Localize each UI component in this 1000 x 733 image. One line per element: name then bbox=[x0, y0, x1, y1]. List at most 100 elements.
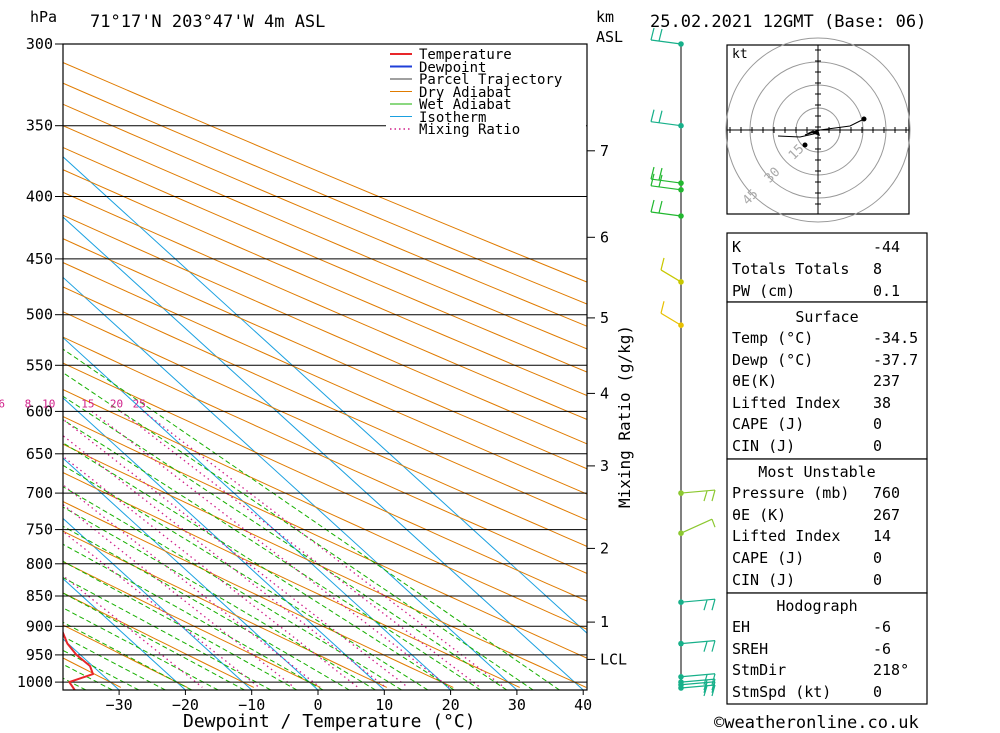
mu-cin-value: 0 bbox=[873, 571, 882, 589]
mu-cin-label: CIN (J) bbox=[732, 571, 795, 589]
pressure-tick-label: 950 bbox=[26, 646, 53, 664]
dry-adiabat-line bbox=[63, 262, 587, 495]
wind-barbs bbox=[650, 27, 716, 697]
dry-adiabat-line bbox=[63, 416, 587, 659]
pw-label: PW (cm) bbox=[732, 282, 795, 300]
isotherm-line bbox=[63, 216, 584, 690]
wind-barb bbox=[650, 173, 682, 191]
temperature-tick-label: 20 bbox=[442, 696, 460, 714]
hodograph-table-title: Hodograph bbox=[776, 597, 857, 615]
hodograph-unit: kt bbox=[732, 47, 748, 62]
surface-cin-label: CIN (J) bbox=[732, 437, 795, 455]
hodograph-storm-marker bbox=[812, 129, 820, 136]
pressure-tick-label: 350 bbox=[26, 117, 53, 135]
dry-adiabat-line bbox=[63, 61, 587, 283]
hodograph-endpoint bbox=[861, 116, 867, 122]
temperature-tick-label: 0 bbox=[313, 696, 322, 714]
dry-adiabat-line bbox=[63, 103, 587, 327]
legend: Temperature Dewpoint Parcel Trajectory D… bbox=[386, 46, 586, 138]
dry-adiabat-line bbox=[63, 146, 587, 373]
mixing-ratio-line bbox=[63, 503, 295, 688]
dry-adiabat-line bbox=[63, 169, 587, 397]
isotherm-line bbox=[63, 578, 186, 690]
mu-cape-value: 0 bbox=[873, 549, 882, 567]
stmdir-label: StmDir bbox=[732, 661, 786, 679]
datetime-title: 25.02.2021 12GMT (Base: 06) bbox=[650, 12, 926, 32]
dry-adiabat-line bbox=[63, 530, 388, 688]
mixing-ratio-label: 15 bbox=[81, 397, 94, 410]
dry-adiabat-line bbox=[63, 362, 587, 602]
mixing-ratio-label: 10 bbox=[42, 397, 55, 410]
height-tick-label: 4 bbox=[600, 384, 609, 402]
height-tick-label: 3 bbox=[600, 457, 609, 475]
surface-li-value: 38 bbox=[873, 394, 891, 412]
wet-adiabat-lines bbox=[63, 348, 560, 690]
wet-adiabat-line bbox=[63, 506, 376, 690]
stmdir-value: 218° bbox=[873, 661, 909, 679]
legend-wet-adiabat: Wet Adiabat bbox=[419, 97, 512, 113]
legend-temperature: Temperature bbox=[419, 47, 512, 63]
hodograph-point bbox=[802, 142, 808, 148]
height-tick-label: 5 bbox=[600, 309, 609, 327]
temperature-tick-label: 10 bbox=[375, 696, 393, 714]
isotherm-line bbox=[63, 638, 120, 690]
k-index-label: K bbox=[732, 238, 741, 256]
surface-cape-label: CAPE (J) bbox=[732, 415, 804, 433]
wet-adiabat-line bbox=[63, 395, 508, 690]
wet-adiabat-line bbox=[63, 372, 534, 690]
sreh-label: SREH bbox=[732, 640, 768, 658]
temperature-profile bbox=[63, 630, 94, 690]
dry-adiabat-line bbox=[63, 286, 587, 521]
pressure-tick-label: 900 bbox=[26, 617, 53, 635]
wet-adiabat-line bbox=[63, 649, 140, 690]
surface-theta-label: θE(K) bbox=[732, 372, 777, 390]
mixing-ratio-label: 8 bbox=[25, 397, 32, 410]
mixing-ratio-line bbox=[142, 410, 505, 688]
km-label: km bbox=[596, 8, 614, 26]
mixing-ratio-line bbox=[63, 574, 203, 688]
height-tick-label: 2 bbox=[600, 539, 609, 557]
wind-barb bbox=[650, 27, 682, 45]
pw-value: 0.1 bbox=[873, 282, 900, 300]
pressure-tick-label: 500 bbox=[26, 306, 53, 324]
height-axis: 7 6 5 4 3 2 1 LCL bbox=[587, 142, 627, 668]
legend-dry-adiabat: Dry Adiabat bbox=[419, 85, 512, 101]
hodograph-trace bbox=[804, 118, 865, 136]
dry-adiabat-line bbox=[63, 561, 321, 688]
mixing-ratio-line bbox=[63, 484, 321, 688]
dry-adiabat-line bbox=[63, 500, 454, 688]
surface-li-label: Lifted Index bbox=[732, 394, 840, 412]
dry-adiabat-line bbox=[63, 191, 587, 420]
wind-level-dot bbox=[678, 599, 684, 605]
pressure-tick-label: 750 bbox=[26, 521, 53, 539]
pressure-unit-label: hPa bbox=[30, 8, 57, 26]
pressure-tick-label: 300 bbox=[26, 35, 53, 53]
mixing-ratio-label: 20 bbox=[110, 397, 123, 410]
pressure-tick-label: 550 bbox=[26, 356, 53, 374]
mixing-ratio-line bbox=[63, 455, 359, 688]
mixing-ratio-axis-label: Mixing Ratio (g/kg) bbox=[615, 325, 634, 508]
dry-adiabat-line bbox=[63, 388, 587, 630]
height-tick-label: 7 bbox=[600, 142, 609, 160]
pressure-axis: 300 350 400 450 500 550 600 650 700 750 800 850 900 9… bbox=[17, 35, 63, 691]
wind-barb bbox=[660, 301, 682, 326]
mixing-ratio-label: 6 bbox=[0, 397, 5, 410]
dry-adiabat-line bbox=[63, 214, 587, 445]
pressure-tick-label: 700 bbox=[26, 484, 53, 502]
copyright-link[interactable]: ©weatheronline.co.uk bbox=[714, 713, 919, 733]
wet-adiabat-line bbox=[63, 486, 402, 690]
wet-adiabat-line bbox=[63, 525, 350, 690]
stability-table: K -44 Totals Totals 8 PW (cm) 0.1 Surfac… bbox=[726, 232, 928, 705]
legend-mixing-ratio: Mixing Ratio bbox=[419, 122, 520, 138]
isotherm-line bbox=[63, 517, 253, 690]
pressure-tick-label: 1000 bbox=[17, 673, 53, 691]
pressure-tick-label: 800 bbox=[26, 555, 53, 573]
wind-barb bbox=[680, 518, 716, 534]
wind-level-dot bbox=[678, 674, 684, 680]
pressure-tick-label: 650 bbox=[26, 445, 53, 463]
dry-adiabat-line bbox=[63, 311, 587, 547]
surface-theta-value: 237 bbox=[873, 372, 900, 390]
legend-parcel: Parcel Trajectory bbox=[419, 72, 562, 88]
mixing-ratio-labels: 12346810152025 bbox=[0, 397, 146, 410]
temperature-tick-label: −10 bbox=[238, 696, 265, 714]
